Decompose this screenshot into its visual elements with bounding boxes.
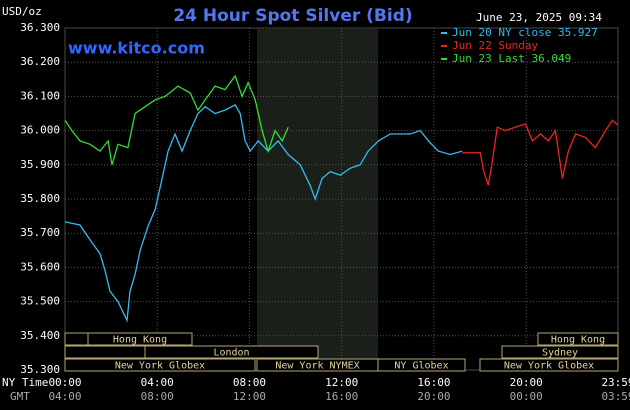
gmt-tick-label: 03:59 [601,390,630,403]
gmt-tick-label: 00:00 [510,390,543,403]
gmt-label: GMT [10,390,30,403]
session-box [87,332,193,346]
x-tick-label: 20:00 [510,376,543,389]
y-tick-label: 35.600 [20,260,60,273]
x-tick-label: 00:00 [48,376,81,389]
session-label: NY Globex [394,361,448,372]
session-label: Hong Kong [551,335,605,346]
timestamp: June 23, 2025 09:34 [476,11,602,24]
session-box [144,345,319,359]
session-label: Hong Kong [113,335,167,346]
gmt-tick-label: 08:00 [141,390,174,403]
session-label: New York NYMEX [275,361,359,372]
price-line [64,104,463,323]
gmt-tick-label: 16:00 [325,390,358,403]
x-tick-label: 12:00 [325,376,358,389]
y-tick-label: 35.800 [20,192,60,205]
x-tick-label: 08:00 [233,376,266,389]
y-tick-label: 36.200 [20,55,60,68]
x-tick-label: 16:00 [417,376,450,389]
session-label: New York Globex [504,361,594,372]
y-tick-label: 35.400 [20,329,60,342]
session-box [64,345,146,359]
y-tick-label: 36.300 [20,21,60,34]
y-tick-label: 35.300 [20,363,60,376]
website: www.kitco.com [68,39,205,58]
x-tick-label: 23:59 [601,376,630,389]
ny-time-label: NY Time [2,376,48,389]
price-line [64,74,289,165]
session-box [64,332,89,346]
session-label: London [213,348,249,359]
chart-title: 24 Hour Spot Silver (Bid) [173,6,412,26]
x-tick-label: 04:00 [141,376,174,389]
legend-entry: Jun 20 NY close 35.927 [452,26,598,39]
y-tick-label: 35.700 [20,226,60,239]
y-tick-label: 36.000 [20,124,60,137]
legend-entry: Jun 22 Sunday [452,39,538,52]
session-label: Sydney [542,348,578,359]
session-box [537,332,619,346]
y-tick-label: 36.100 [20,89,60,102]
session-box [64,358,256,372]
session-box [479,358,619,372]
y-unit: USD/oz [2,5,42,18]
session-label: New York Globex [115,361,205,372]
session-box [501,345,619,359]
price-line [462,119,619,186]
gmt-tick-label: 12:00 [233,390,266,403]
y-tick-label: 35.500 [20,295,60,308]
legend-entry: Jun 23 Last 36.049 [452,52,571,65]
gmt-tick-label: 04:00 [48,390,81,403]
y-tick-label: 35.900 [20,158,60,171]
gmt-tick-label: 20:00 [417,390,450,403]
session-box [377,358,466,372]
